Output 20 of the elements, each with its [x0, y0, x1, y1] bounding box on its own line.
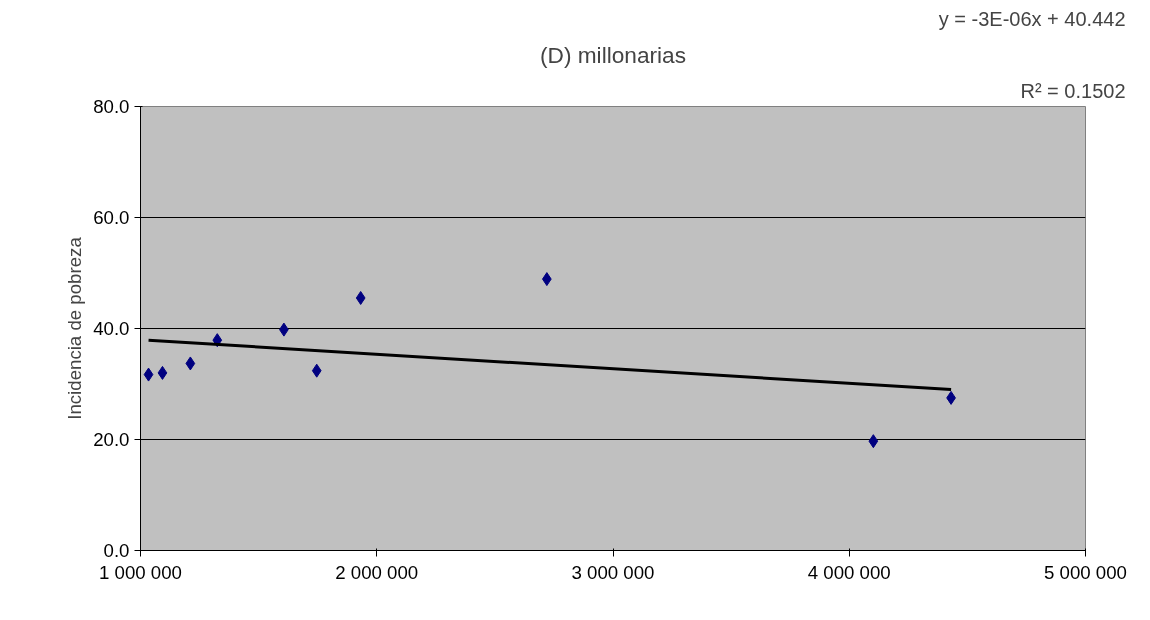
- y-tick-label: 0.0: [103, 540, 130, 561]
- x-tick-label: 1 000 000: [99, 561, 182, 583]
- point: [157, 365, 168, 380]
- y-axis-title: Incidencia de pobreza: [64, 236, 86, 420]
- text: R² = 0.1502: [1020, 79, 1126, 102]
- y-tick-label: 80.0: [93, 96, 130, 117]
- point: [311, 363, 322, 378]
- x-tick-label: 5 000 000: [1044, 561, 1127, 583]
- x-tick-label: 2 000 000: [335, 561, 419, 583]
- chart-title: (D) millonarias: [539, 41, 687, 68]
- y-tick-label: 40.0: [93, 318, 130, 339]
- y-tick-label: 60.0: [93, 207, 130, 228]
- point: [868, 434, 879, 449]
- point: [355, 290, 366, 305]
- text: y = -3E-06x + 40.442: [938, 7, 1126, 30]
- y-tick-label: 20.0: [93, 429, 130, 450]
- point: [143, 367, 154, 382]
- x-tick-label: 4 000 000: [807, 561, 891, 583]
- x-tick-label: 3 000 000: [571, 561, 655, 583]
- point: [185, 356, 196, 371]
